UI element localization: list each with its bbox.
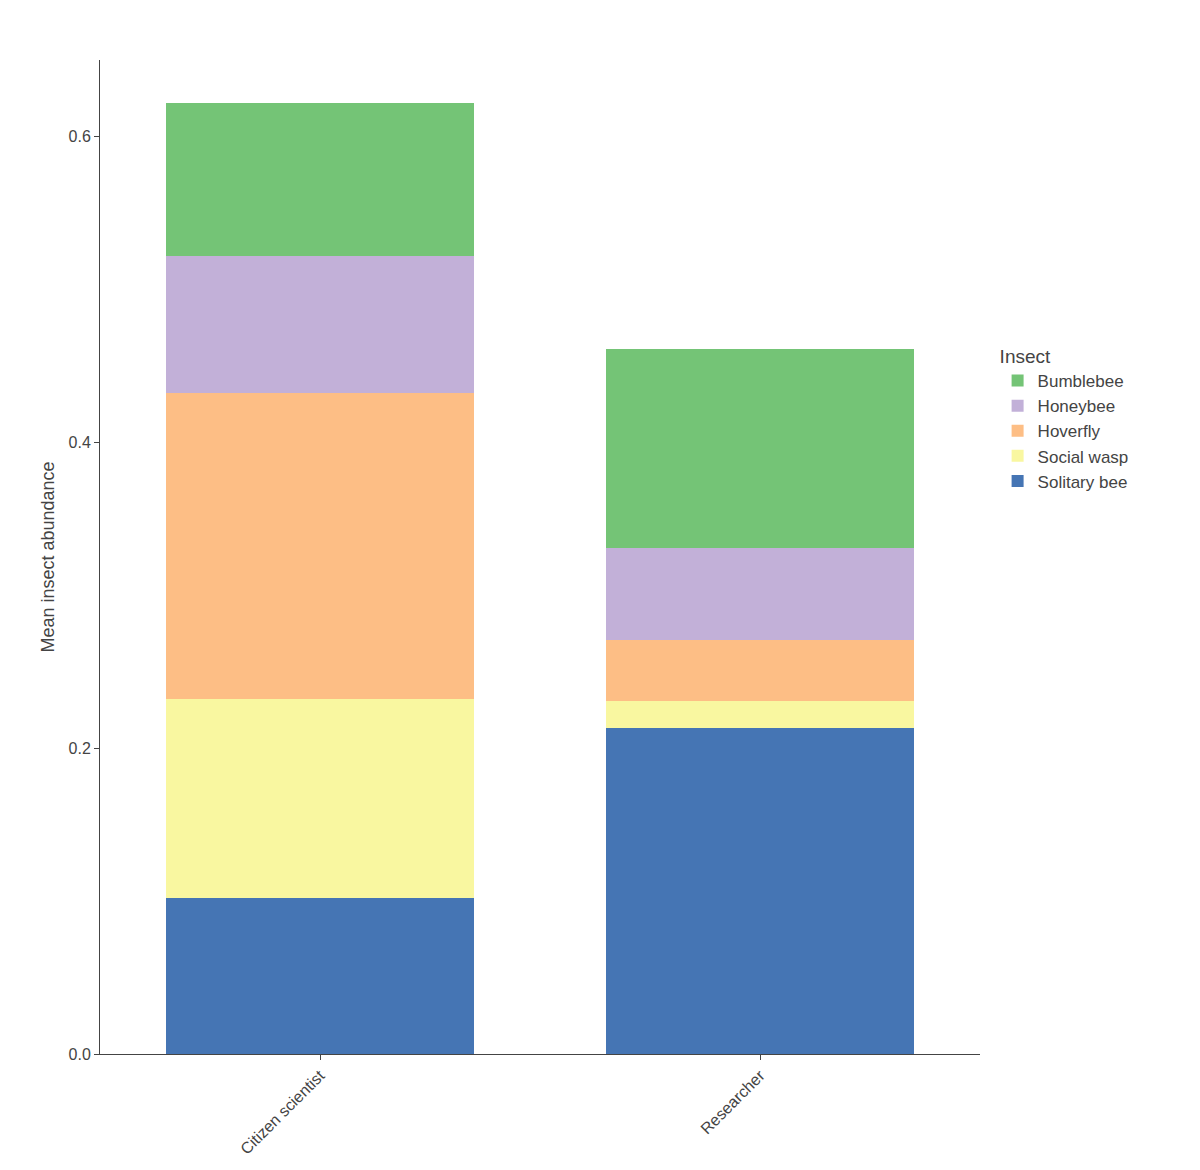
svg-text:0.0: 0.0 <box>69 1046 91 1063</box>
svg-text:Researcher: Researcher <box>697 1066 768 1137</box>
svg-text:Bumblebee: Bumblebee <box>1038 372 1124 391</box>
svg-text:Solitary bee: Solitary bee <box>1038 473 1128 492</box>
svg-text:0.6: 0.6 <box>69 128 91 145</box>
svg-text:0.2: 0.2 <box>69 740 91 757</box>
svg-text:Honeybee: Honeybee <box>1038 397 1116 416</box>
svg-text:Mean insect abundance: Mean insect abundance <box>38 461 58 652</box>
svg-text:Insect: Insect <box>1000 346 1051 367</box>
svg-text:Social wasp: Social wasp <box>1038 448 1129 467</box>
svg-text:Citizen scientist: Citizen scientist <box>237 1067 328 1158</box>
svg-text:0.4: 0.4 <box>69 434 91 451</box>
svg-text:Hoverfly: Hoverfly <box>1038 422 1101 441</box>
